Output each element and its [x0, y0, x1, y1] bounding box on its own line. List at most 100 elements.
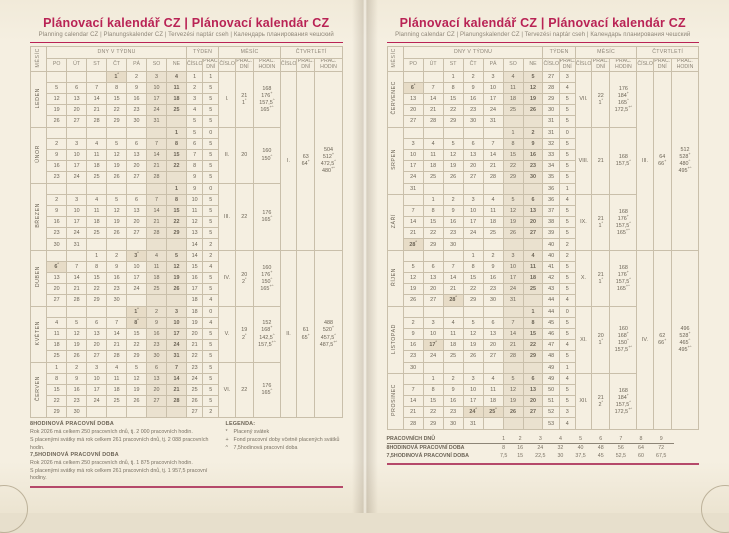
- day-cell: 3: [483, 71, 503, 82]
- day-cell: 20: [87, 340, 107, 351]
- day-cell: 23: [127, 105, 147, 116]
- week-workdays-cell: 5: [203, 273, 219, 284]
- day-cell: 19: [107, 161, 127, 172]
- day-cell: 27: [127, 228, 147, 239]
- day-cell: 13: [127, 149, 147, 160]
- legend-text: 7,5hodinová pracovní doba: [234, 445, 298, 453]
- month-number-cell: V.: [219, 306, 235, 362]
- day-name-header: SO: [503, 59, 523, 72]
- day-cell: [67, 306, 87, 317]
- day-cell: [483, 306, 503, 317]
- day-cell: 26: [463, 351, 483, 362]
- day-cell: 3: [67, 194, 87, 205]
- day-cell: 19: [443, 161, 463, 172]
- day-cell: 31: [503, 295, 523, 306]
- day-cell: 23: [47, 228, 67, 239]
- quarter-number-cell: III.: [637, 71, 653, 250]
- day-cell: 28: [503, 351, 523, 362]
- day-cell: [463, 239, 483, 250]
- marker-symbol: +: [270, 91, 272, 95]
- legend-title: LEGENDA:: [226, 421, 343, 429]
- day-cell: 23: [403, 351, 423, 362]
- week-number-cell: 9: [186, 172, 202, 183]
- day-cell: 13: [423, 273, 443, 284]
- week-number-cell: 16: [186, 273, 202, 284]
- conversion-value-cell: 8: [634, 435, 649, 444]
- day-cell: [147, 127, 167, 138]
- day-cell: 12: [167, 261, 187, 272]
- day-cell: [463, 183, 483, 194]
- day-cell: 27: [423, 295, 443, 306]
- day-cell: 20: [483, 340, 503, 351]
- month-workhours-header: PRAC. HODIN: [253, 59, 280, 72]
- day-cell: 4: [107, 362, 127, 373]
- week-number-cell: 17: [186, 284, 202, 295]
- day-cell: 26: [523, 105, 543, 116]
- week-workdays-cell: 0: [203, 127, 219, 138]
- week-workdays-cell: 2: [203, 407, 219, 418]
- day-cell: 21: [423, 105, 443, 116]
- day-name-header: ST: [443, 59, 463, 72]
- week-number-cell: 20: [186, 328, 202, 339]
- week-workdays-cell: 4: [559, 373, 575, 384]
- day-cell: [443, 127, 463, 138]
- week-workdays-cell: 5: [203, 362, 219, 373]
- day-cell: 25: [87, 228, 107, 239]
- week-number-cell: 29: [543, 94, 559, 105]
- marker-symbol: +: [688, 331, 690, 335]
- day-cell: 30: [443, 239, 463, 250]
- day-cell: 30: [107, 295, 127, 306]
- day-cell: 14: [503, 328, 523, 339]
- week-workdays-cell: 5: [203, 94, 219, 105]
- month-name-label: ZÁŘÍ: [387, 194, 403, 250]
- week-workdays-cell: 2: [559, 250, 575, 261]
- day-cell: 12: [463, 328, 483, 339]
- marker-symbol: +^: [272, 340, 276, 344]
- day-cell: 16: [483, 273, 503, 284]
- week-workdays-cell: 5: [559, 94, 575, 105]
- footer-rule: [387, 463, 700, 465]
- day-cell: 20: [463, 161, 483, 172]
- day-cell: 18: [87, 161, 107, 172]
- marker-symbol: +^: [628, 105, 632, 109]
- day-name-header: ÚT: [423, 59, 443, 72]
- day-cell: [443, 250, 463, 261]
- day-cell: 12: [67, 328, 87, 339]
- marker-symbol: ^: [629, 400, 631, 404]
- day-cell: 25: [503, 105, 523, 116]
- marker-symbol: ^: [270, 277, 272, 281]
- day-cell: [47, 71, 67, 82]
- day-cell: 29: [87, 295, 107, 306]
- day-cell: 28: [87, 116, 107, 127]
- week-workdays-cell: 1: [559, 183, 575, 194]
- week-workdays-cell: 4: [203, 295, 219, 306]
- day-cell: 25: [107, 396, 127, 407]
- day-cell: 25: [47, 351, 67, 362]
- marker-symbol: +: [308, 333, 310, 337]
- day-cell: 15: [443, 94, 463, 105]
- day-cell: 5: [503, 194, 523, 205]
- day-cell: 24: [147, 105, 167, 116]
- week-number-cell: 33: [543, 149, 559, 160]
- day-cell: 9: [463, 82, 483, 93]
- week-workdays-header: PRAC. DNÍ: [559, 59, 575, 72]
- day-cell: 13: [127, 205, 147, 216]
- marker-symbol: +: [627, 270, 629, 274]
- day-cell: 22: [503, 161, 523, 172]
- month-name-label: LISTOPAD: [387, 306, 403, 373]
- week-number-cell: 24: [186, 373, 202, 384]
- marker-symbol: ^: [629, 277, 631, 281]
- week-workdays-cell: 5: [203, 384, 219, 395]
- day-cell: [167, 295, 187, 306]
- day-cell: 5: [503, 373, 523, 384]
- day-cell: 26: [167, 284, 187, 295]
- summary-75h-line1: Rok 2026 má celkem 250 pracovních dnů, t…: [30, 460, 218, 468]
- week-number-cell: 3: [186, 94, 202, 105]
